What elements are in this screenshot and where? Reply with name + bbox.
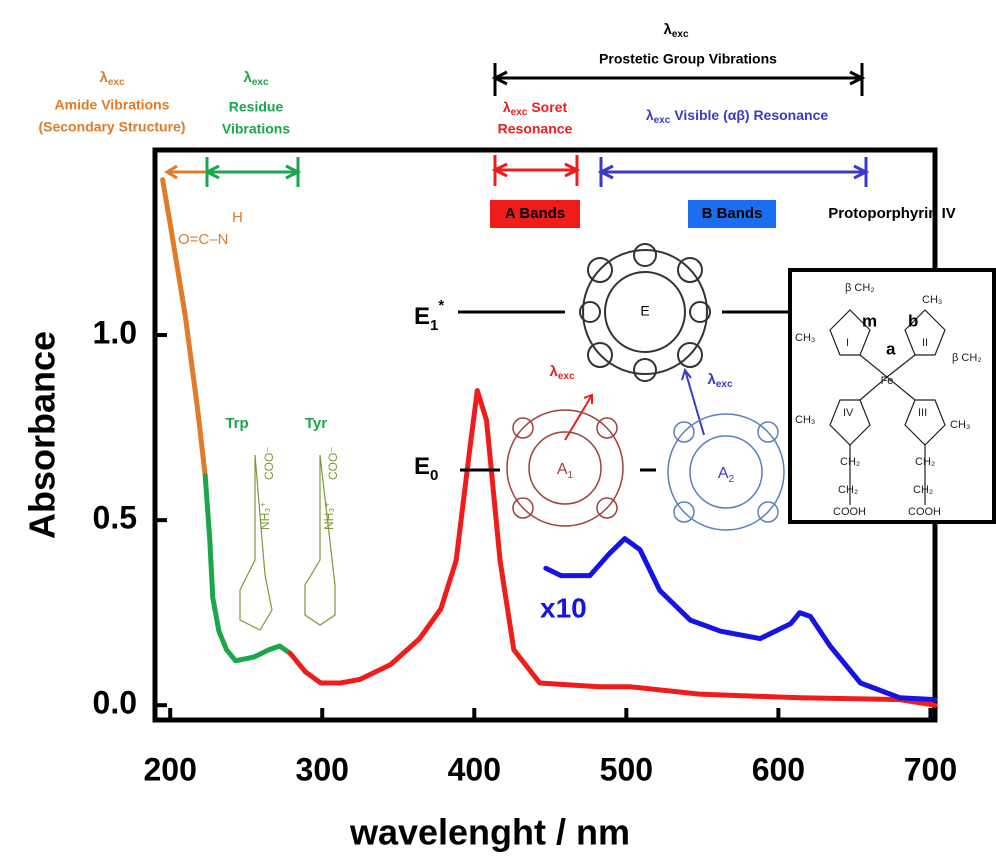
scale-label: x10 [540, 592, 587, 623]
annotation: Vibrations [222, 121, 290, 137]
x-tick-label: 700 [904, 751, 957, 787]
ring-label: E [640, 303, 649, 319]
lambda-label: λexc [707, 371, 732, 390]
annotation: Residue [229, 99, 284, 115]
x-axis-label: wavelenght / nm [349, 812, 630, 853]
structure-label: COO⁻ [326, 446, 340, 480]
ring-a1 [506, 409, 624, 527]
atom-label: CH₂ [838, 484, 858, 496]
x-tick-label: 300 [296, 751, 349, 787]
atom-label: IV [843, 407, 854, 419]
x-tick-label: 200 [144, 751, 197, 787]
atom-label: β CH₂ [845, 282, 875, 294]
atom-label: COOH [908, 506, 941, 518]
structure-label: O=C–N [178, 231, 228, 248]
structure-box [788, 268, 996, 524]
y-tick-label: 0.5 [93, 500, 137, 536]
position-label: b [908, 311, 918, 330]
atom-label: CH₂ [915, 456, 935, 468]
x-tick-label: 500 [600, 751, 653, 787]
structure-label: H [232, 209, 243, 226]
annotation: Resonance [498, 121, 573, 137]
data-layer: 200 300 400 500 600 700 0.0 0.5 1.0 [93, 177, 957, 787]
porphyrin-skeleton [829, 309, 946, 505]
lambda-label: λexc [549, 363, 574, 382]
excitation-arrows [564, 367, 705, 441]
annotation: (Secondary Structure) [38, 119, 185, 135]
residue-label: Tyr [305, 415, 327, 432]
ring-a2 [667, 413, 785, 531]
series-line [287, 388, 938, 708]
atom-label: III [918, 407, 927, 419]
energy-label: E1* [414, 297, 444, 334]
atom-label: CH₃ [950, 419, 970, 431]
residue-skeleton [239, 454, 336, 631]
atom-label: Fe [881, 375, 894, 387]
atom-label: CH₂ [913, 484, 933, 496]
ring-label: A1 [557, 461, 574, 480]
ring-label: A2 [718, 465, 735, 484]
annotation: λexc Visible (αβ) Resonance [646, 107, 829, 126]
atom-label: CH₃ [795, 414, 815, 426]
structure-label: COO⁻ [262, 446, 276, 480]
position-label: a [886, 339, 896, 358]
annotation: Amide Vibrations [55, 97, 170, 113]
series-line [202, 473, 293, 664]
band-label: B Bands [702, 205, 763, 222]
bracket [491, 63, 866, 96]
x-tick-label: 600 [752, 751, 805, 787]
atom-label: II [922, 337, 928, 349]
atom-label: CH₃ [922, 294, 942, 306]
range-arrows [164, 155, 870, 187]
y-axis-label: Absorbance [22, 331, 63, 539]
annotation: Protoporphyrin IV [828, 205, 956, 222]
atom-label: CH₂ [840, 456, 860, 468]
series-line [543, 536, 938, 703]
x-tick-label: 400 [448, 751, 501, 787]
y-tick-label: 0.0 [93, 685, 137, 721]
y-tick-label: 1.0 [93, 315, 137, 351]
lambda-label: λexc [99, 69, 124, 88]
atom-label: I [846, 337, 849, 349]
atom-label: CH₃ [795, 332, 815, 344]
atom-label: COOH [833, 506, 866, 518]
atom-label: β CH₂ [952, 352, 982, 364]
ring-e [579, 243, 711, 382]
lambda-label: λexc [663, 21, 688, 40]
structure-label: NH₃⁺ [258, 501, 272, 530]
lambda-label: λexc [243, 69, 268, 88]
energy-label: E0 [414, 453, 438, 484]
band-box [490, 200, 580, 228]
band-box [688, 200, 776, 228]
structure-labels: Fe β CH₂ CH₃ CH₃ CH₃ CH₃ β CH₂ CH₂ CH₂ C… [795, 282, 982, 518]
series-line [160, 177, 208, 479]
annotation: Prostetic Group Vibrations [599, 51, 777, 67]
residue-label: Trp [225, 415, 248, 432]
structure-label: NH₃⁺ [322, 501, 336, 530]
annotation: λexc Soret [503, 99, 568, 118]
band-label: A Bands [505, 205, 565, 222]
position-label: m [862, 311, 877, 330]
